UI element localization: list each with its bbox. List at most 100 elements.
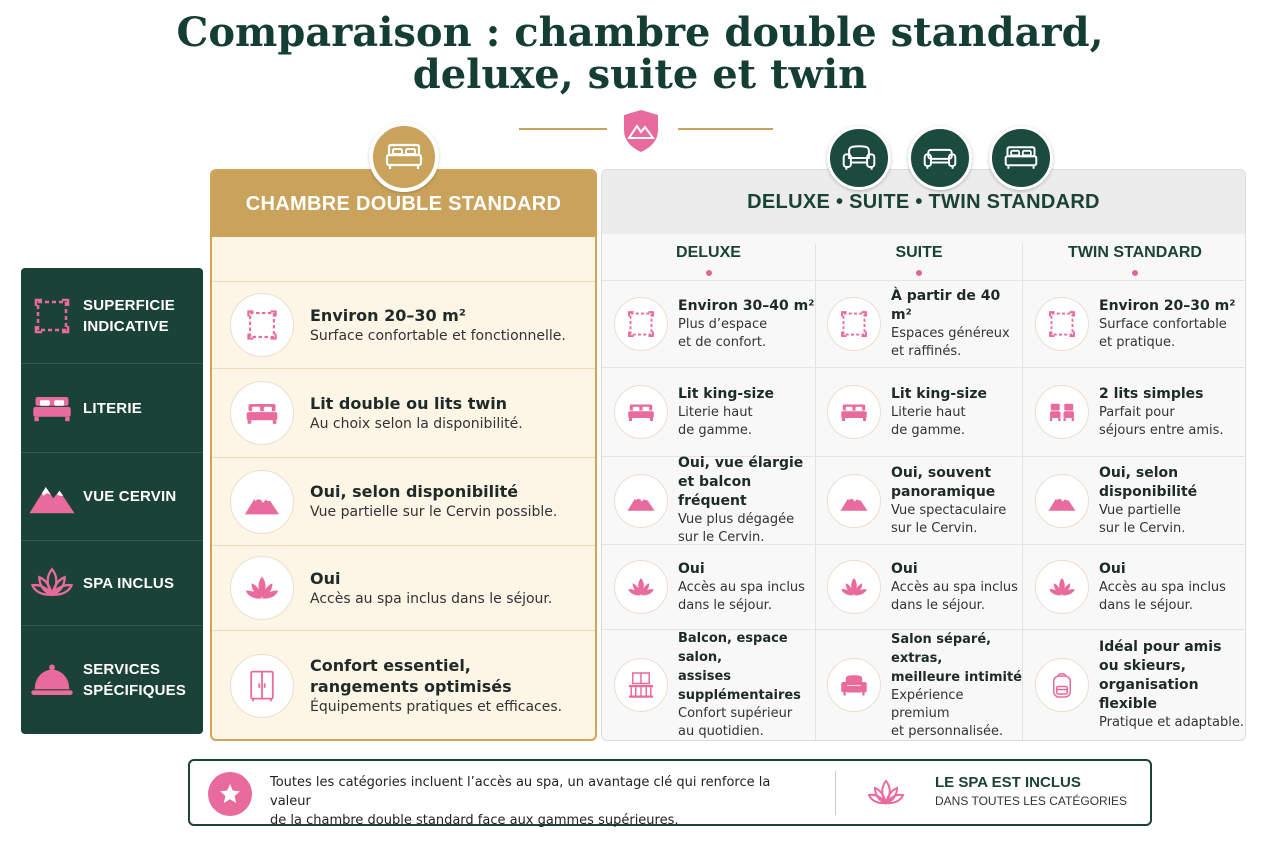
premium-cell: Lit king-size Literie haut de gamme. — [815, 367, 1022, 456]
row-desc: Accès au spa inclus dans le séjour. — [310, 590, 553, 607]
standard-row: Oui Accès au spa inclus dans le séjour. — [212, 545, 595, 630]
cloche-icon — [29, 657, 75, 703]
footer-line: Toutes les catégories incluent l’accès a… — [270, 775, 771, 809]
premium-cell: Oui, vue élargie et balcon fréquent Vue pl… — [602, 454, 815, 547]
premium-cell: Salon séparé, extras, meilleure intimité E… — [815, 629, 1022, 740]
spa-badge-subtitle: DANS TOUTES LES CATÉGORIES — [935, 794, 1128, 808]
footer-divider — [835, 771, 836, 815]
premium-cell: Oui, selon disponibilité Vue partielle sur … — [1023, 456, 1245, 544]
twin-beds-icon — [1035, 385, 1089, 439]
page-title: Comparaison : chambre double standard, d… — [0, 12, 1280, 96]
cell-text: Environ 30–40 m² Plus d’espace et de confo… — [678, 297, 814, 352]
column-header-suite: SUITE — [815, 234, 1023, 280]
cell-text: Oui Accès au spa inclus dans le séjour. — [891, 560, 1018, 615]
lotus-icon — [1035, 560, 1089, 614]
column-divider — [815, 244, 816, 740]
cell-title: Oui — [1099, 560, 1126, 577]
footer-note: Toutes les catégories incluent l’accès a… — [188, 759, 1152, 828]
area-frame-icon — [614, 297, 668, 351]
cell-title: À partir de 40 m² — [891, 288, 1001, 323]
area-frame-icon — [245, 308, 279, 342]
dot-marker — [705, 270, 712, 276]
cell-text: Balcon, espace salon, assises supplémenta… — [678, 629, 815, 740]
bed-icon — [30, 386, 74, 430]
cell-text: Lit king-size Literie haut de gamme. — [678, 385, 774, 440]
cell-desc: Accès au spa inclus — [1099, 579, 1226, 595]
sidebar-item-spa: SPA INCLUS — [21, 541, 203, 626]
row-desc: Vue partielle sur le Cervin possible. — [310, 504, 558, 520]
dot-marker — [1132, 270, 1138, 276]
row-title: rangements optimisés — [310, 677, 512, 696]
sidebar-item-services: SERVICES SPÉCIFIQUES — [21, 626, 203, 734]
title-line-2: deluxe, suite et twin — [412, 51, 868, 98]
cell-desc: au quotidien. — [678, 724, 764, 739]
cell-title: 2 lits simples — [1099, 385, 1204, 402]
cell-title: Lit king-size — [891, 385, 987, 402]
row-title: Oui — [310, 568, 341, 588]
cell-desc: dans le séjour. — [1099, 597, 1193, 613]
mountain-icon — [27, 472, 77, 522]
sidebar-item-vue-cervin: VUE CERVIN — [21, 453, 203, 541]
row-desc: Surface confortable et fonctionnelle. — [310, 327, 566, 344]
cell-title: Environ 30–40 m² — [678, 297, 815, 314]
premium-cell: Environ 20–30 m² Surface confortable et pr… — [1023, 280, 1245, 367]
cell-title: Idéal pour amis — [1099, 639, 1222, 655]
premium-cell: À partir de 40 m² Espaces généreux et raff… — [815, 280, 1022, 367]
lotus-icon — [860, 773, 912, 817]
cell-title: disponibilité — [1099, 483, 1198, 500]
mountain-icon — [243, 483, 281, 521]
premium-cell: Lit king-size Literie haut de gamme. — [602, 367, 815, 456]
cell-text: Idéal pour amis ou skieurs, organisation f… — [1099, 638, 1245, 732]
cell-desc: Espaces généreux — [891, 326, 1010, 341]
cell-title: Environ 20–30 m² — [1099, 297, 1236, 314]
cell-desc: de gamme. — [891, 422, 966, 438]
cell-title: Balcon, espace salon, — [678, 631, 788, 665]
column-label: SUITE — [895, 244, 943, 261]
spa-badge-title: LE SPA EST INCLUS — [935, 774, 1081, 791]
cell-title: Oui, selon — [1099, 464, 1179, 481]
row-title: Oui, selon disponibilité — [310, 482, 519, 501]
cell-desc: dans le séjour. — [678, 597, 772, 613]
bed-icon — [244, 395, 280, 431]
cell-desc: Accès au spa inclus — [891, 579, 1018, 595]
cell-desc: dans le séjour. — [891, 597, 985, 613]
cell-title: Oui — [891, 560, 918, 577]
area-frame-icon — [1035, 297, 1089, 351]
column-header-twin: TWIN STANDARD — [1023, 234, 1245, 280]
cell-title: Oui — [678, 560, 705, 577]
cell-desc: Vue partielle — [1099, 502, 1181, 518]
standard-row: Confort essentiel, rangements optimisés Éq… — [212, 630, 595, 739]
lotus-icon — [29, 560, 75, 606]
area-frame-icon — [827, 297, 881, 351]
cell-desc: et pratique. — [1099, 334, 1176, 350]
cell-desc: et raffinés. — [891, 344, 962, 359]
cell-title: assises supplémentaires — [678, 669, 801, 703]
cell-text: Environ 20–30 m² Surface confortable et pr… — [1099, 297, 1235, 352]
row-desc: Équipements pratiques et efficaces. — [310, 699, 563, 715]
area-frame-icon — [32, 296, 72, 336]
sidebar-label: SERVICES — [83, 661, 161, 678]
cell-title: et balcon fréquent — [678, 474, 752, 509]
lotus-icon — [827, 560, 881, 614]
cell-text: Oui, vue élargie et balcon fréquent Vue pl… — [678, 454, 815, 547]
mountain-icon — [1035, 473, 1089, 528]
cell-desc: Parfait pour — [1099, 404, 1175, 420]
premium-cell: 2 lits simples Parfait pour séjours entre … — [1023, 367, 1245, 456]
bed-icon — [989, 126, 1053, 190]
bed-icon — [369, 122, 439, 192]
bed-icon — [614, 385, 668, 439]
column-header-deluxe: DELUXE — [602, 234, 815, 280]
lotus-icon — [243, 569, 281, 607]
cell-desc: de gamme. — [678, 422, 753, 438]
sidebar-label: SPA INCLUS — [83, 574, 175, 592]
premium-rooms-panel: DELUXE • SUITE • TWIN STANDARD DELUXE SU… — [601, 169, 1246, 741]
premium-cell: Idéal pour amis ou skieurs, organisation f… — [1023, 629, 1245, 740]
standard-row: Lit double ou lits twin Au choix selon la… — [212, 368, 595, 457]
cell-desc: séjours entre amis. — [1099, 422, 1224, 438]
armchair-icon — [827, 658, 881, 712]
mountain-icon — [827, 473, 881, 528]
cell-title: Lit king-size — [678, 385, 774, 402]
mountain-shield-icon — [621, 108, 661, 154]
footer-line: de la chambre double standard face aux g… — [270, 813, 679, 828]
cell-desc: Vue plus dégagée — [678, 512, 795, 527]
